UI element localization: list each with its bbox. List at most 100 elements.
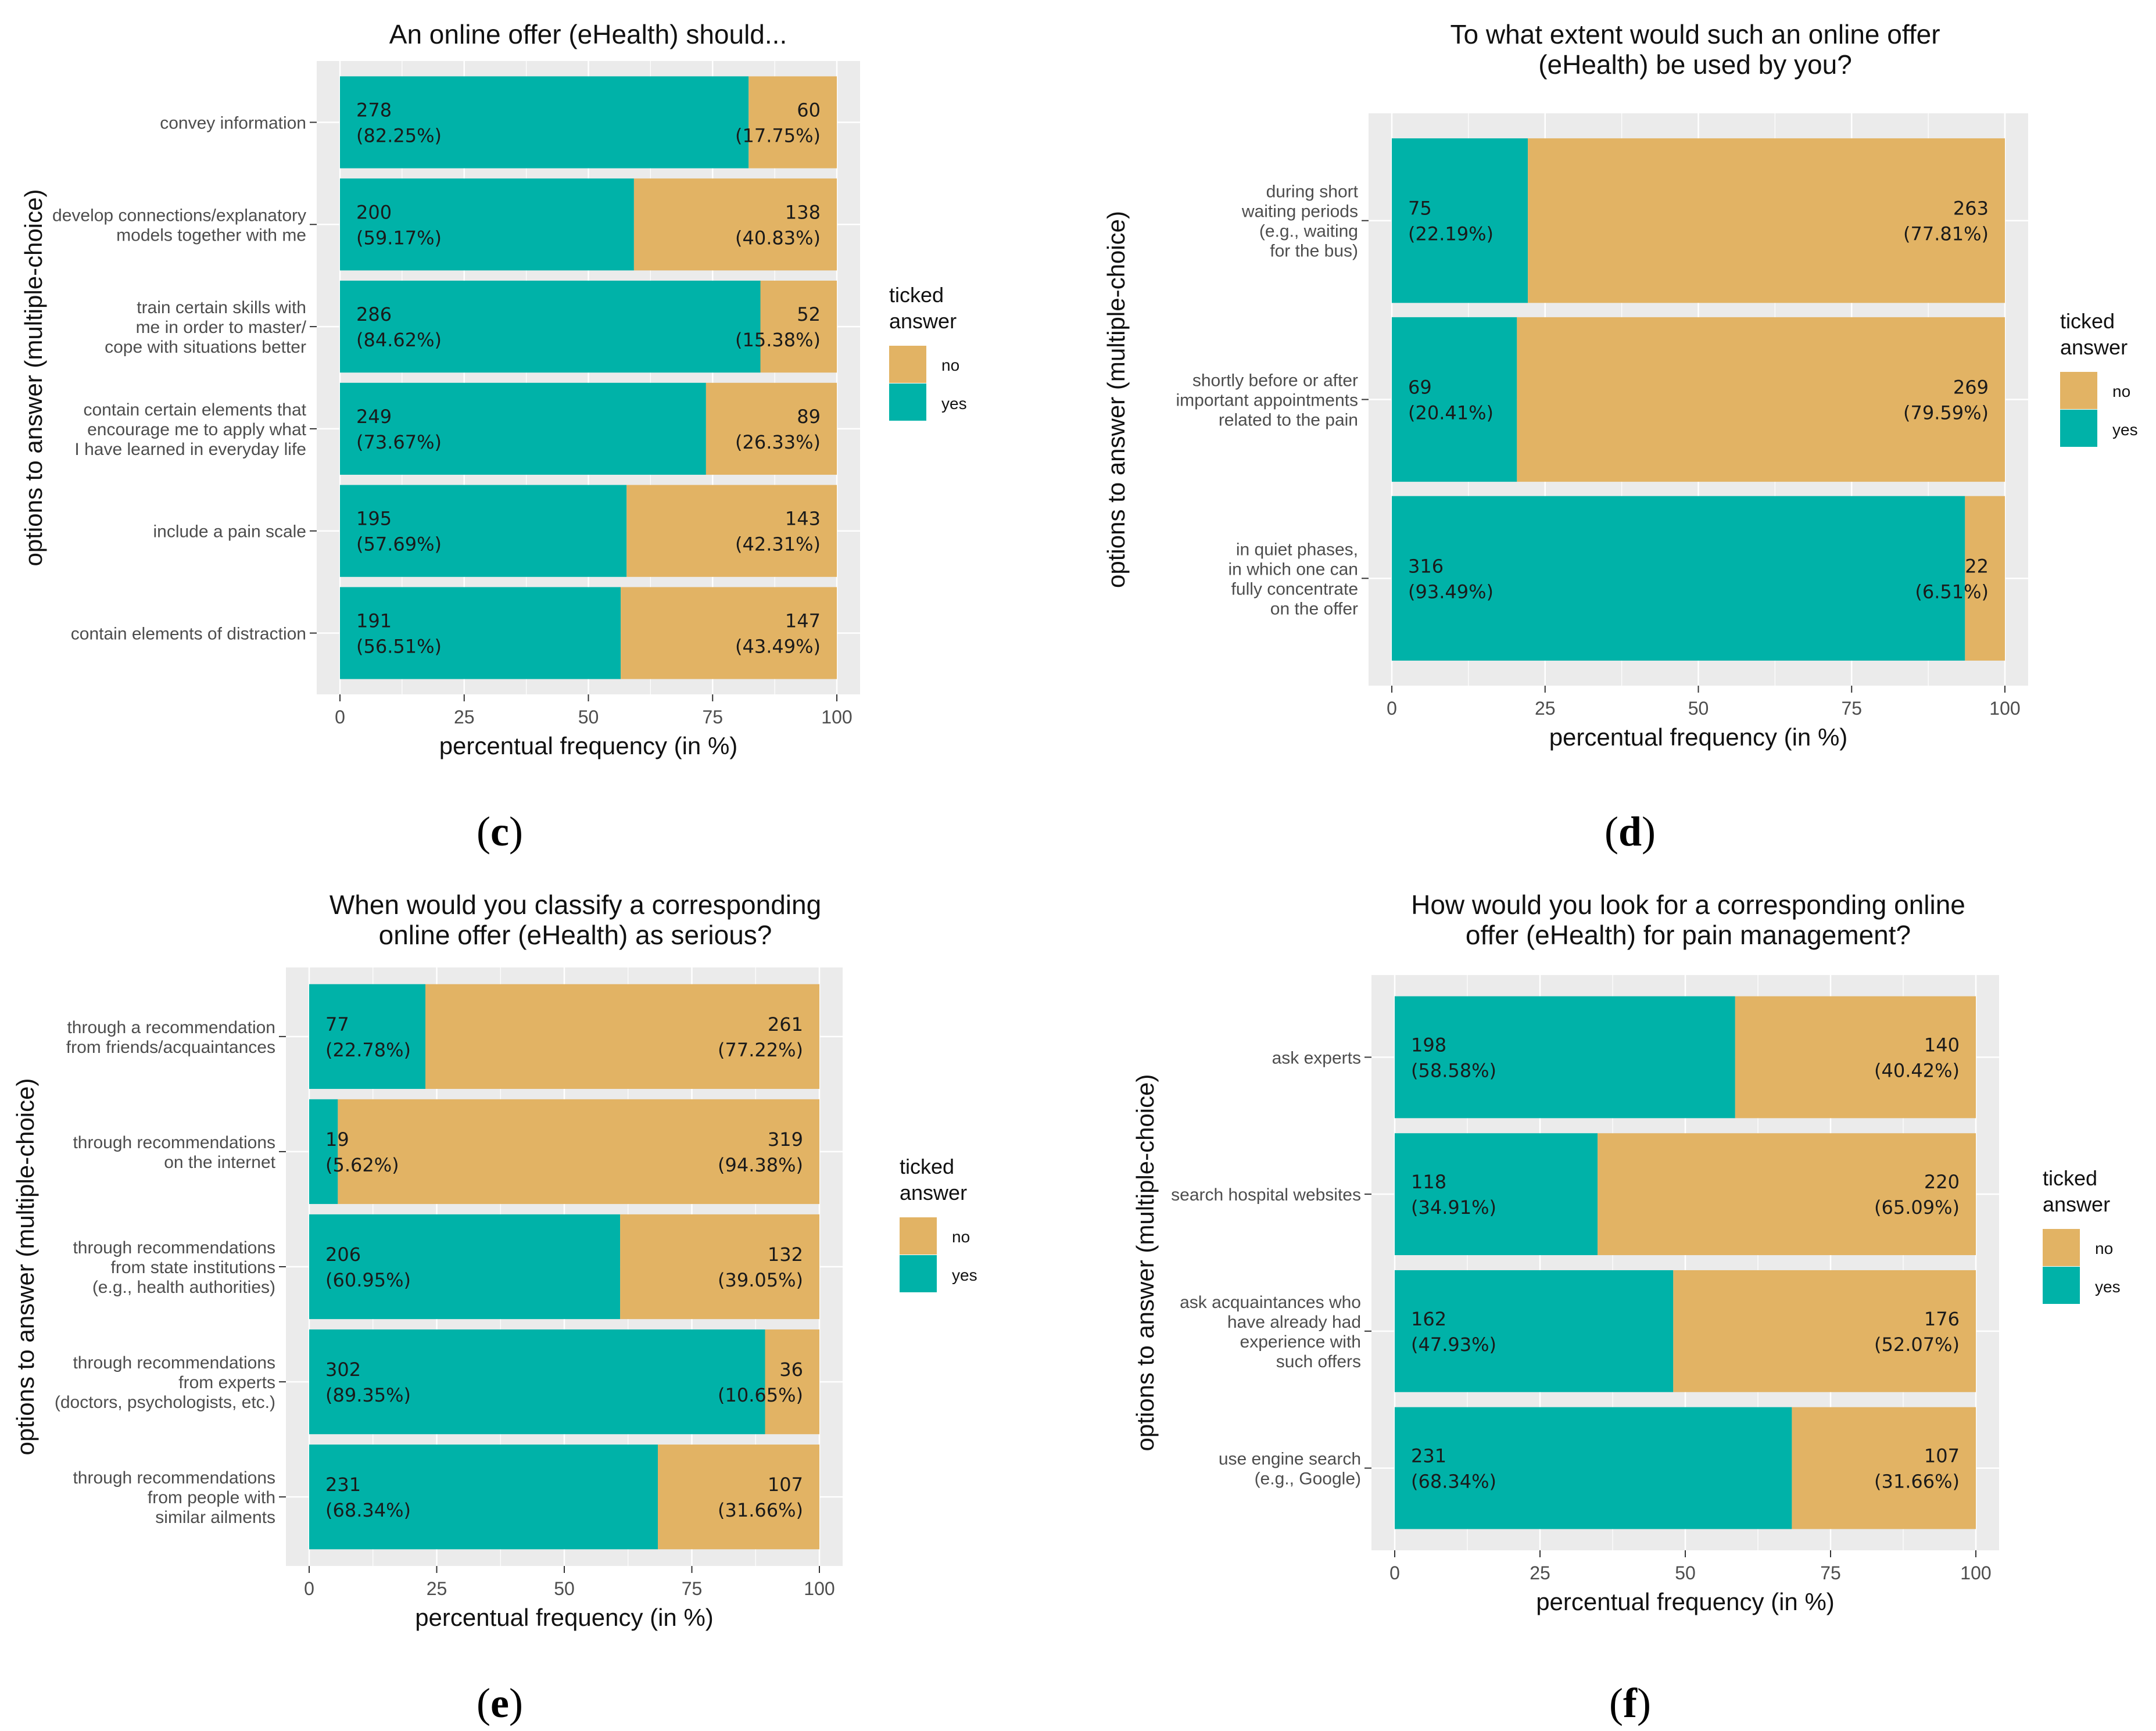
- panel-letter-paren: ): [509, 1680, 523, 1726]
- bar-no: [1517, 317, 2005, 482]
- category-label: fully concentrate: [1231, 579, 1358, 598]
- category-label: through recommendations: [73, 1468, 275, 1488]
- category-label: ask acquaintances who: [1180, 1293, 1361, 1312]
- data-label-yes-percent: (68.34%): [1411, 1471, 1496, 1493]
- data-label-no-count: 36: [779, 1359, 803, 1381]
- bar-no: [633, 178, 837, 271]
- bar-yes: [1392, 138, 1528, 303]
- data-label-no-percent: (31.66%): [718, 1499, 803, 1521]
- data-label-no-percent: (40.83%): [735, 227, 821, 249]
- data-label-no-percent: (52.07%): [1874, 1334, 1960, 1356]
- bar-yes: [309, 1329, 765, 1435]
- legend-label-yes: yes: [941, 395, 967, 413]
- category-label: for the bus): [1270, 242, 1358, 261]
- data-label-no-percent: (42.31%): [735, 533, 821, 556]
- data-label-yes-count: 278: [356, 99, 392, 121]
- chart-panel-f: 198 (58.58%) 140 (40.42%) ask experts 118 (34.…: [1131, 890, 2121, 1726]
- category-label: encourage me to apply what: [87, 420, 307, 439]
- bar-yes: [1395, 996, 1735, 1119]
- y-axis-title: options to answer (multiple-choice): [1102, 211, 1130, 588]
- x-tick-label: 0: [304, 1578, 314, 1599]
- bar-no: [765, 1329, 819, 1435]
- chart-title: online offer (eHealth) as serious?: [379, 920, 772, 950]
- panel-letter-paren: (: [1605, 808, 1618, 855]
- chart-panel-c: 278 (82.25%) 60 (17.75%) convey information 2…: [20, 19, 967, 855]
- data-label-no-count: 52: [797, 303, 821, 325]
- x-tick-label: 100: [804, 1578, 835, 1599]
- legend-swatch-no: [2043, 1229, 2080, 1266]
- bar-no: [658, 1445, 819, 1550]
- x-axis-title: percentual frequency (in %): [439, 732, 738, 759]
- data-label-no-count: 220: [1924, 1171, 1960, 1193]
- category-label: train certain skills with: [137, 298, 306, 317]
- bar-no: [620, 1214, 819, 1320]
- data-label-no-count: 22: [1965, 555, 1989, 577]
- data-label-no-count: 107: [768, 1474, 803, 1496]
- panel-letter-paren: (: [1609, 1680, 1623, 1726]
- data-label-no-percent: (6.51%): [1915, 580, 1989, 603]
- legend-label-yes: yes: [2095, 1278, 2121, 1296]
- data-label-no-percent: (43.49%): [735, 636, 821, 658]
- data-label-no-percent: (31.66%): [1874, 1471, 1960, 1493]
- data-label-no-count: 132: [768, 1243, 803, 1266]
- data-label-yes-percent: (58.58%): [1411, 1059, 1496, 1081]
- category-label: important appointments: [1176, 391, 1358, 410]
- x-tick-label: 50: [1688, 698, 1709, 719]
- bar-yes: [1395, 1270, 1674, 1392]
- legend-label-no: no: [2112, 382, 2130, 400]
- data-label-no-count: 138: [785, 201, 821, 223]
- chart-title: When would you classify a corresponding: [330, 890, 821, 920]
- category-label: similar ailments: [155, 1508, 275, 1527]
- data-label-no-percent: (94.38%): [718, 1154, 803, 1176]
- x-tick-label: 50: [1675, 1562, 1696, 1583]
- category-label: develop connections/explanatory: [52, 206, 306, 225]
- data-label-yes-count: 77: [325, 1013, 349, 1035]
- panel-letter: (c): [477, 808, 523, 855]
- data-label-no-count: 269: [1953, 377, 1989, 399]
- data-label-yes-count: 286: [356, 303, 392, 325]
- category-label: I have learned in everyday life: [74, 440, 306, 459]
- legend-title: ticked: [2060, 309, 2115, 333]
- bar-yes: [309, 1445, 658, 1550]
- x-tick-label: 0: [1389, 1562, 1400, 1583]
- category-label: such offers: [1276, 1352, 1361, 1371]
- x-tick-label: 50: [578, 707, 599, 727]
- category-label: on the internet: [164, 1153, 275, 1172]
- data-label-yes-percent: (60.95%): [325, 1269, 411, 1291]
- legend-swatch-yes: [889, 384, 926, 421]
- data-label-yes-percent: (22.19%): [1408, 223, 1494, 245]
- data-label-no-percent: (77.22%): [718, 1039, 803, 1061]
- panel-letter-char: f: [1623, 1680, 1638, 1726]
- category-label: ask experts: [1272, 1048, 1361, 1067]
- category-label: contain certain elements that: [83, 400, 306, 420]
- panel-letter-paren: ): [509, 808, 523, 855]
- legend-swatch-no: [900, 1217, 937, 1255]
- data-label-no-percent: (10.65%): [718, 1384, 803, 1406]
- data-label-yes-percent: (68.34%): [325, 1499, 411, 1521]
- category-label: (doctors, psychologists, etc.): [55, 1393, 275, 1412]
- data-label-yes-percent: (89.35%): [325, 1384, 411, 1406]
- category-label: through recommendations: [73, 1133, 275, 1152]
- bar-yes: [340, 587, 621, 679]
- data-label-yes-percent: (73.67%): [356, 431, 442, 453]
- panel-letter: (e): [477, 1680, 523, 1726]
- bar-yes: [1392, 317, 1517, 482]
- legend-label-no: no: [2095, 1239, 2113, 1257]
- data-label-no-count: 147: [785, 610, 821, 632]
- x-tick-label: 75: [702, 707, 723, 727]
- data-label-yes-count: 200: [356, 201, 392, 223]
- x-tick-label: 25: [1535, 698, 1556, 719]
- chart-title: How would you look for a corresponding o…: [1411, 890, 1965, 920]
- bar-yes: [340, 178, 634, 271]
- bar-no: [1965, 496, 2005, 661]
- bar-no: [705, 382, 837, 475]
- data-label-yes-count: 231: [1411, 1445, 1446, 1467]
- bar-no: [1598, 1133, 1976, 1256]
- data-label-yes-percent: (56.51%): [356, 636, 442, 658]
- legend-title: ticked: [2043, 1166, 2097, 1190]
- bar-no: [1792, 1407, 1976, 1529]
- data-label-no-count: 261: [768, 1013, 803, 1035]
